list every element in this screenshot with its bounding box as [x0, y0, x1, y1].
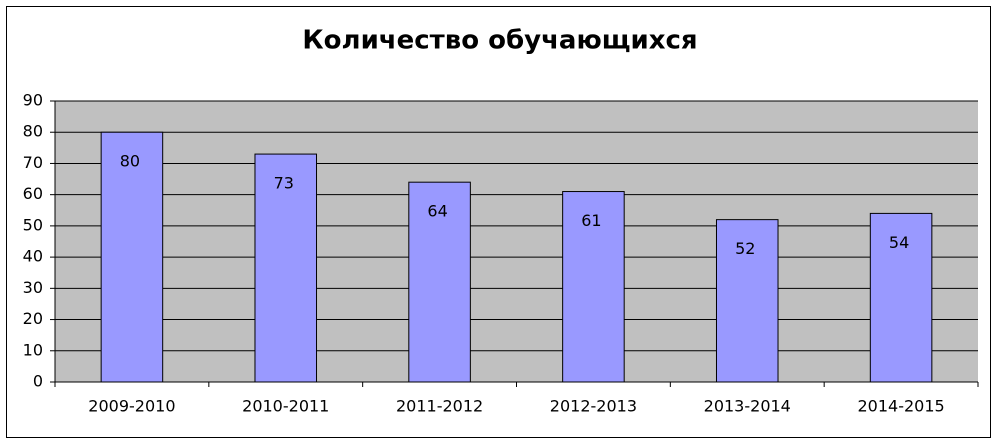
x-tick-label: 2011-2012: [396, 397, 483, 416]
x-tick-label: 2012-2013: [550, 397, 637, 416]
y-tick-label: 40: [23, 247, 43, 266]
bar: [869, 212, 933, 383]
y-tick-label: 60: [23, 184, 43, 203]
bar: [715, 219, 779, 383]
y-tick-label: 20: [23, 309, 43, 328]
plot-area: [55, 101, 978, 382]
data-label: 52: [735, 239, 755, 258]
y-tick-label: 90: [23, 91, 43, 110]
x-tick-label: 2013-2014: [704, 397, 791, 416]
x-tick-label: 2010-2011: [242, 397, 329, 416]
y-tick-label: 80: [23, 122, 43, 141]
y-tick-label: 10: [23, 340, 43, 359]
chart-title: Количество обучающихся: [302, 26, 697, 56]
data-label: 73: [274, 174, 294, 193]
bar: [254, 153, 318, 383]
bar: [408, 181, 471, 383]
y-tick-label: 50: [23, 215, 43, 234]
y-tick-label: 30: [23, 278, 43, 297]
data-label: 61: [581, 211, 601, 230]
x-tick-label: 2014-2015: [857, 397, 944, 416]
data-label: 54: [889, 233, 909, 252]
data-label: 64: [427, 202, 447, 221]
bar: [562, 191, 625, 383]
x-tick-label: 2009-2010: [88, 397, 175, 416]
data-label: 80: [120, 152, 140, 171]
y-tick-label: 0: [33, 372, 43, 391]
y-tick-label: 70: [23, 153, 43, 172]
